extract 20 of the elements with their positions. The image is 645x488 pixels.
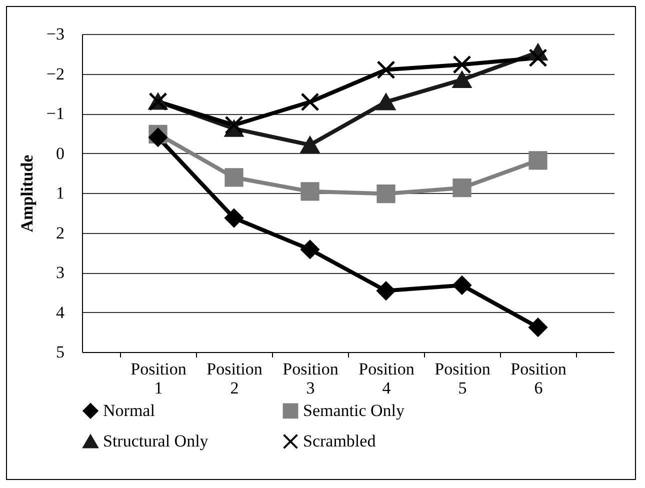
y-axis-title: Amplitude [17,154,36,232]
x-tick-label: Position 3 [282,360,339,398]
y-tick-label: −1 [46,104,64,123]
legend-label: Semantic Only [303,400,406,420]
legend-label: Normal [103,400,156,420]
x-tick-label: Position 1 [130,360,187,398]
legend-label: Structural Only [103,432,209,450]
x-tick-label: Position 5 [434,360,491,398]
x-tick-label: Position 4 [358,360,415,398]
y-tick-label: 3 [56,263,64,282]
legend-label: Scrambled [303,432,376,450]
y-tick-label: 4 [56,302,65,322]
y-tick-label: 5 [56,342,64,362]
y-tick-label: −3 [46,24,64,44]
y-tick-label: 1 [56,184,64,202]
x-tick-label: Position 6 [510,360,567,398]
y-tick-label: −2 [46,64,64,84]
y-tick-label: 2 [56,223,64,242]
x-tick-label: Position 2 [206,360,263,398]
y-tick-label: 0 [56,144,64,163]
